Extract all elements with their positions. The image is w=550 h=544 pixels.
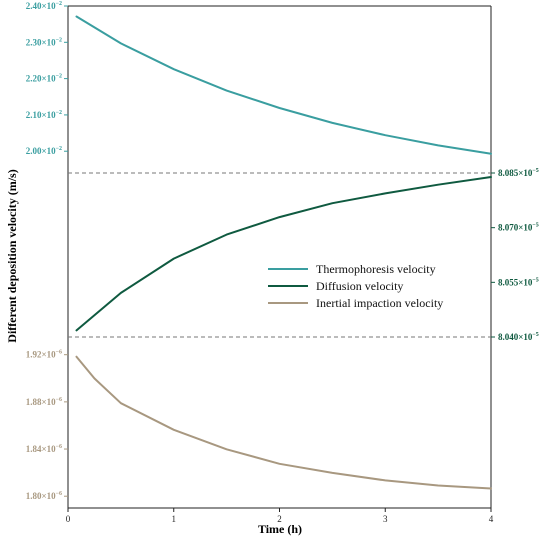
y-tick-label: 8.085×10−5 [498, 168, 539, 178]
x-axis-title: Time (h) [258, 522, 302, 536]
x-tick-label: 1 [172, 514, 177, 524]
legend-label: Diffusion velocity [316, 279, 403, 293]
y-tick-label: 8.040×10−5 [498, 332, 539, 342]
x-tick-label: 4 [489, 514, 494, 524]
y-axis-title: Different deposition velocity (m/s) [5, 169, 19, 342]
y-tick-label: 2.00×10−2 [26, 146, 62, 156]
y-tick-label: 2.20×10−2 [26, 74, 62, 84]
x-tick-label: 2 [277, 514, 282, 524]
series-line-thermophoresis-velocity [75, 15, 492, 155]
y-tick-label: 8.070×10−5 [498, 223, 539, 233]
series-line-inertial-impaction-velocity [75, 355, 492, 490]
series-layer [75, 15, 492, 490]
y-tick-label: 1.80×10−6 [26, 491, 62, 501]
x-tick-label: 0 [66, 514, 71, 524]
ticks-layer: 0 1 2 3 4 2.00×10−2 2.10×10−2 2.20×10−2 2.30×10−… [26, 1, 539, 524]
y-tick-label: 1.92×10−6 [26, 350, 62, 360]
y-tick-label: 1.84×10−6 [26, 444, 62, 454]
plot-frame [67, 5, 492, 509]
legend-label: Inertial impaction velocity [316, 296, 443, 310]
y-tick-label: 2.30×10−2 [26, 37, 62, 47]
legend-label: Thermophoresis velocity [316, 262, 436, 276]
x-tick-label: 3 [383, 514, 388, 524]
series-line-diffusion-velocity [75, 176, 492, 332]
y-tick-label: 8.055×10−5 [498, 277, 539, 287]
y-tick-label: 2.40×10−2 [26, 1, 62, 11]
legend: Thermophoresis velocity Diffusion velocit… [268, 262, 443, 310]
y-tick-label: 2.10×10−2 [26, 110, 62, 120]
y-tick-label: 1.88×10−6 [26, 397, 62, 407]
